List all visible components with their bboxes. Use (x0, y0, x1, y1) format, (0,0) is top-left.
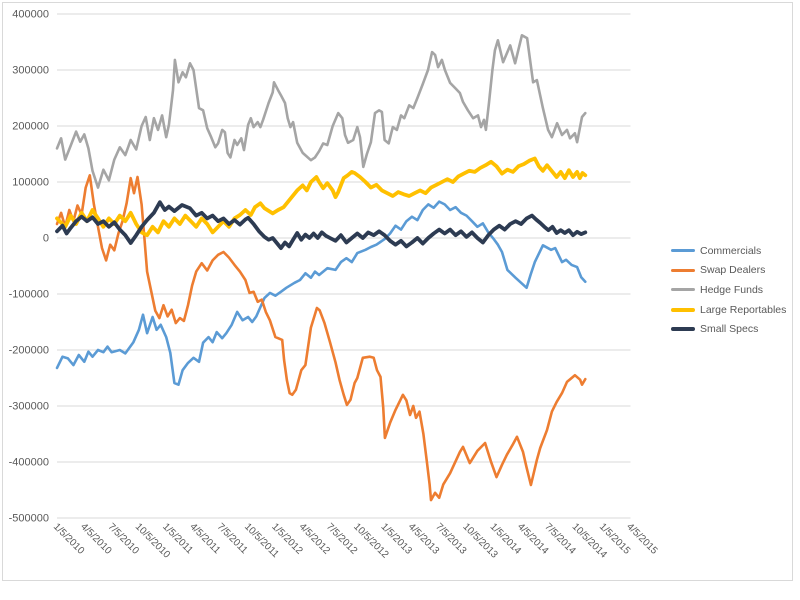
legend-line-swatch-small-specs (671, 327, 695, 332)
legend-label-small-specs: Small Specs (700, 323, 759, 336)
legend-line-swatch-large-reportables (671, 307, 695, 312)
y-axis-tick-label: 0 (43, 233, 49, 245)
y-axis-tick-label: -300000 (9, 401, 49, 413)
series-line-small-specs[interactable] (55, 200, 588, 251)
y-axis-tick-label: 300000 (12, 65, 49, 77)
legend-item-hedge-funds[interactable]: Hedge Funds (671, 280, 786, 300)
series-line-commercials[interactable] (55, 200, 587, 387)
y-axis-tick-label: 100000 (12, 177, 49, 189)
chart-legend: Commercials Swap Dealers Hedge Funds Large … (671, 241, 786, 339)
legend-item-large-reportables[interactable]: Large Reportables (671, 300, 786, 320)
series-line-large-reportables[interactable] (55, 156, 588, 238)
legend-item-small-specs[interactable]: Small Specs (671, 319, 786, 339)
legend-line-swatch-hedge-funds (671, 288, 695, 292)
legend-label-swap-dealers: Swap Dealers (700, 264, 766, 277)
y-axis-tick-label: 200000 (12, 121, 49, 133)
legend-item-swap-dealers[interactable]: Swap Dealers (671, 261, 786, 281)
series-line-swap-dealers[interactable] (55, 174, 587, 502)
y-axis-tick-label: -200000 (9, 345, 49, 357)
legend-label-large-reportables: Large Reportables (700, 303, 787, 316)
legend-line-swatch-commercials (671, 249, 695, 253)
y-axis-tick-label: -400000 (9, 457, 49, 469)
y-axis-tick-label: 400000 (12, 9, 49, 21)
chart-object-frame (2, 2, 793, 581)
legend-item-commercials[interactable]: Commercials (671, 241, 786, 261)
x-axis-tick-label: 4/5/2015 (624, 521, 660, 557)
legend-label-commercials: Commercials (700, 244, 762, 257)
series-line-hedge-funds[interactable] (55, 33, 587, 189)
y-axis-tick-label: -100000 (9, 289, 49, 301)
legend-label-hedge-funds: Hedge Funds (700, 283, 764, 296)
y-axis-tick-label: -500000 (9, 513, 49, 525)
legend-line-swatch-swap-dealers (671, 268, 695, 272)
